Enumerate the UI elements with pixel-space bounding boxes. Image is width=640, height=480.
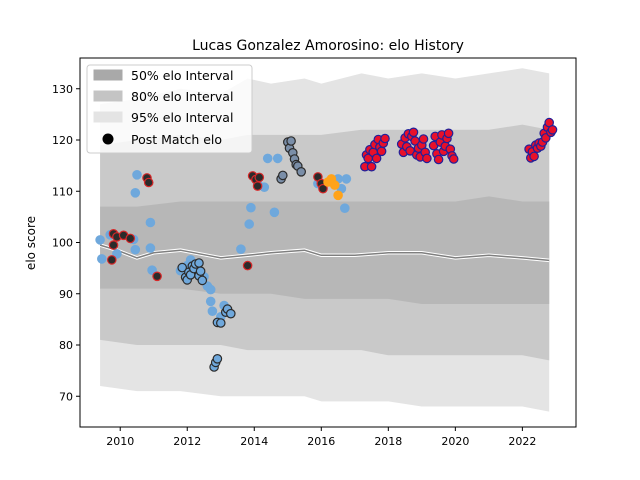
y-tick-label-100: 100 <box>52 237 73 250</box>
post-match-point-crimson-12 <box>380 133 390 144</box>
plot-area <box>95 68 558 412</box>
post-match-point-crimson-18 <box>405 146 415 156</box>
post-match-point-light-17 <box>207 306 218 316</box>
legend-marker-post-match <box>102 133 114 145</box>
post-match-point-dark-red-edge-9 <box>242 260 253 271</box>
post-match-points <box>95 117 558 372</box>
post-match-point-crimson-4 <box>366 161 377 172</box>
post-match-point-light-23 <box>246 202 256 213</box>
post-match-point-light-18 <box>205 284 216 295</box>
post-match-point-dark-red-edge-13 <box>254 172 265 183</box>
legend-swatch-50 <box>93 69 123 81</box>
post-match-point-light-32 <box>339 203 350 213</box>
post-match-point-steel-1 <box>277 170 288 181</box>
y-tick-label-110: 110 <box>52 185 73 198</box>
post-match-point-orange-3 <box>333 190 343 201</box>
post-match-point-steel-4 <box>286 136 296 146</box>
post-match-point-dark-red-edge-8 <box>152 271 162 282</box>
post-match-point-crimson-26 <box>418 134 429 144</box>
post-match-point-crimson-10 <box>376 146 387 157</box>
post-match-point-blue-dark-edge-0 <box>177 262 187 273</box>
legend-label-post-match: Post Match elo <box>131 132 222 147</box>
x-tick-label-2012: 2012 <box>173 435 201 448</box>
y-tick-label-90: 90 <box>59 288 73 301</box>
post-match-point-light-6 <box>130 188 141 198</box>
post-match-point-dark-red-edge-5 <box>125 233 136 244</box>
post-match-point-light-7 <box>132 170 142 180</box>
post-match-point-dark-red-edge-16 <box>318 183 328 194</box>
post-match-point-crimson-38 <box>443 128 454 139</box>
y-tick-label-120: 120 <box>52 134 73 147</box>
post-match-point-blue-dark-edge-8 <box>194 258 204 268</box>
post-match-point-crimson-7 <box>371 153 382 164</box>
post-match-point-dark-red-edge-0 <box>107 255 117 265</box>
post-match-point-light-8 <box>145 243 156 253</box>
post-match-point-light-28 <box>272 153 283 164</box>
post-match-point-blue-dark-edge-16 <box>216 318 226 328</box>
y-tick-label-70: 70 <box>59 390 73 403</box>
post-match-point-dark-red-edge-7 <box>143 177 154 188</box>
y-tick-label-80: 80 <box>59 339 73 352</box>
x-tick-label-2018: 2018 <box>374 435 402 448</box>
legend-box <box>86 64 253 154</box>
post-match-point-light-33 <box>341 174 352 184</box>
post-match-point-blue-dark-edge-14 <box>212 353 223 364</box>
post-match-point-steel-9 <box>296 167 306 177</box>
post-match-point-dark-red-edge-1 <box>108 240 119 250</box>
x-axis: 2010 2012 2014 2016 2018 2020 2022 <box>106 427 536 448</box>
legend-label-50: 50% elo Interval <box>131 68 233 83</box>
post-match-point-light-10 <box>147 265 157 275</box>
post-match-point-light-16 <box>205 296 216 307</box>
x-tick-label-2010: 2010 <box>106 435 134 448</box>
legend-swatch-95 <box>93 111 123 123</box>
mean-elo-line <box>99 244 550 262</box>
post-match-point-blue-dark-edge-19 <box>226 308 236 319</box>
x-tick-label-2020: 2020 <box>441 435 469 448</box>
y-axis-label: elo score <box>24 216 38 270</box>
post-match-point-crimson-28 <box>422 153 432 164</box>
post-match-point-crimson-32 <box>433 154 444 165</box>
post-match-point-crimson-20 <box>408 127 419 138</box>
post-match-point-light-3 <box>112 249 122 259</box>
post-match-point-light-22 <box>244 219 254 229</box>
post-match-point-blue-dark-edge-10 <box>195 266 206 276</box>
post-match-point-light-0 <box>95 235 105 245</box>
post-match-point-light-1 <box>97 254 107 264</box>
legend: 50% elo Interval 80% elo Interval 95% el… <box>86 64 253 154</box>
post-match-point-crimson-41 <box>448 154 459 164</box>
x-tick-label-2014: 2014 <box>240 435 268 448</box>
legend-swatch-80 <box>93 90 123 102</box>
y-axis: 70 80 90 100 110 120 130 <box>52 83 80 403</box>
post-match-point-orange-2 <box>329 180 340 190</box>
post-match-point-light-9 <box>145 217 156 228</box>
y-tick-label-130: 130 <box>52 83 73 96</box>
post-match-point-dark-red-edge-12 <box>252 181 263 191</box>
band-50-interval <box>100 196 550 304</box>
legend-label-95: 95% elo Interval <box>131 110 233 125</box>
x-tick-label-2022: 2022 <box>508 435 536 448</box>
post-match-point-light-26 <box>262 153 273 164</box>
post-match-point-crimson-45 <box>529 151 539 162</box>
post-match-point-light-5 <box>130 244 141 255</box>
post-match-point-blue-dark-edge-11 <box>197 275 208 286</box>
legend-label-80: 80% elo Interval <box>131 89 233 104</box>
post-match-point-light-27 <box>269 207 280 218</box>
post-match-point-light-21 <box>236 244 246 254</box>
post-match-point-crimson-56 <box>547 125 558 135</box>
chart-title: Lucas Gonzalez Amorosino: elo History <box>192 38 464 54</box>
x-tick-label-2016: 2016 <box>307 435 335 448</box>
